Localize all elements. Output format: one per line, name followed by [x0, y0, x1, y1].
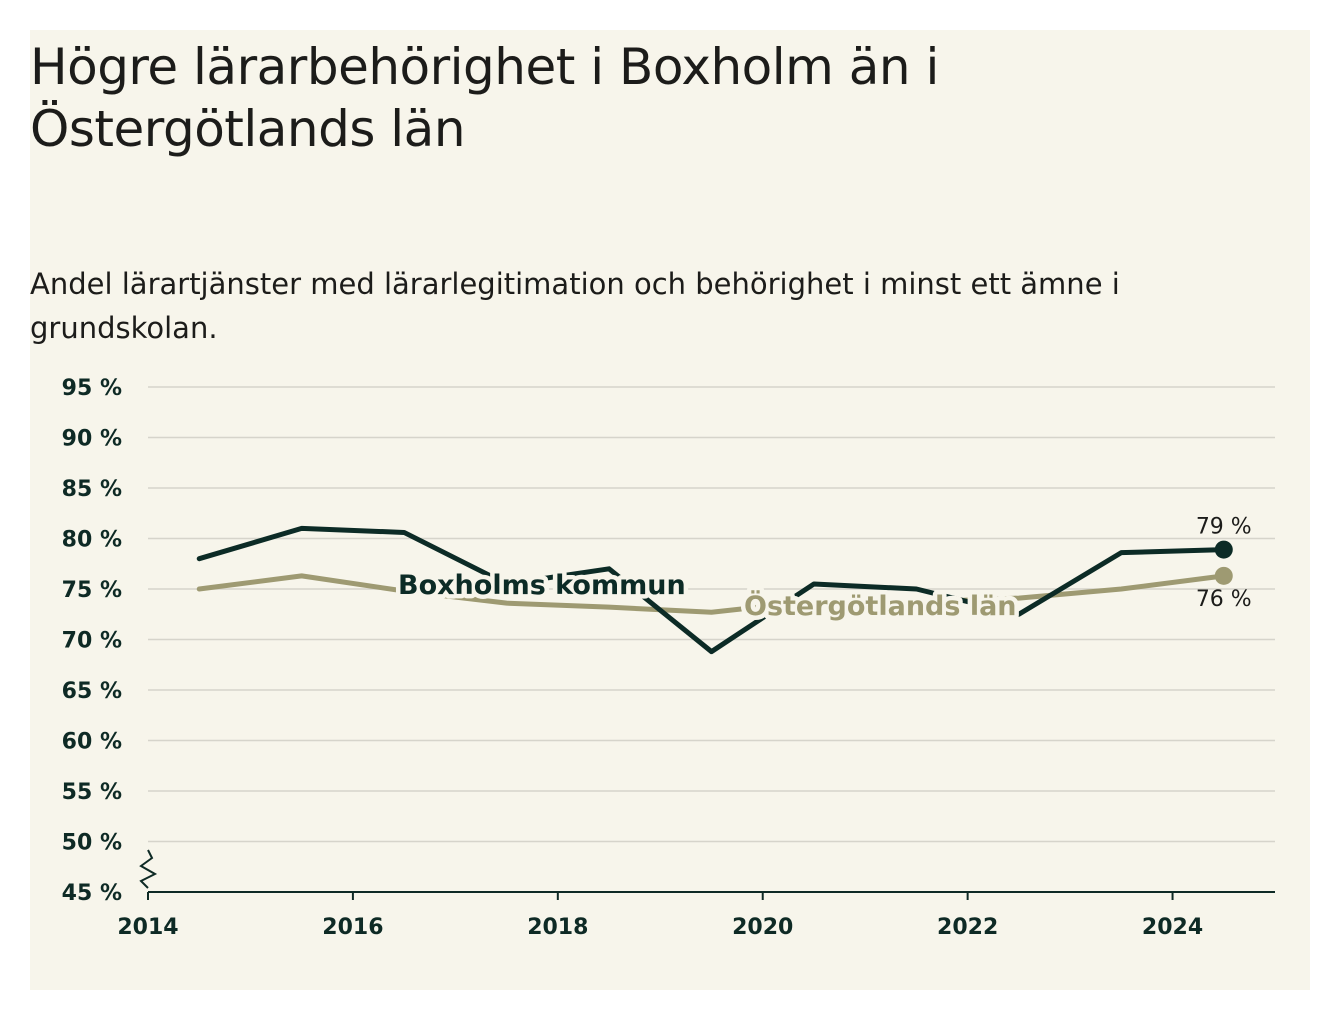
x-tick-label: 2016: [322, 915, 383, 940]
axis-break-icon: [139, 849, 158, 889]
x-tick-label: 2014: [117, 915, 178, 940]
end-point-ostergotland: [1214, 566, 1233, 585]
series-label-boxholm: Boxholms kommun: [398, 570, 686, 601]
series-line-boxholm: [196, 525, 1227, 655]
end-point-boxholm: [1214, 540, 1233, 559]
y-tick-label: 80 %: [62, 528, 122, 553]
y-tick-label: 55 %: [62, 780, 122, 805]
chart-card: Högre lärarbehörighet i Boxholm än i Öst…: [30, 30, 1310, 990]
y-tick-label: 50 %: [62, 831, 122, 856]
end-label-boxholm: 79 %: [1196, 515, 1252, 540]
chart-title: Högre lärarbehörighet i Boxholm än i Öst…: [30, 38, 939, 158]
line-chart: 45 % 50 % 55 % 60 % 65 % 70 % 75 % 80 % 85 % 90 %…: [62, 376, 1275, 940]
series-label-ostergotland: Östergötlands län: [744, 589, 1017, 622]
y-tick-label: 90 %: [62, 427, 122, 452]
y-tick-label: 95 %: [62, 376, 122, 401]
y-tick-label: 60 %: [62, 730, 122, 755]
y-tick-label: 65 %: [62, 679, 122, 704]
chart-subtitle: Andel lärartjänster med lärarlegitimatio…: [30, 267, 1120, 345]
x-tick-label: 2022: [937, 915, 998, 940]
x-tick-label: 2018: [527, 915, 588, 940]
y-tick-label: 70 %: [62, 629, 122, 654]
end-label-ostergotland: 76 %: [1196, 587, 1252, 612]
y-tick-label: 75 %: [62, 578, 122, 603]
y-tick-label: 45 %: [62, 881, 122, 906]
y-tick-label: 85 %: [62, 477, 122, 502]
x-tick-label: 2020: [732, 915, 793, 940]
x-tick-label: 2024: [1142, 915, 1203, 940]
